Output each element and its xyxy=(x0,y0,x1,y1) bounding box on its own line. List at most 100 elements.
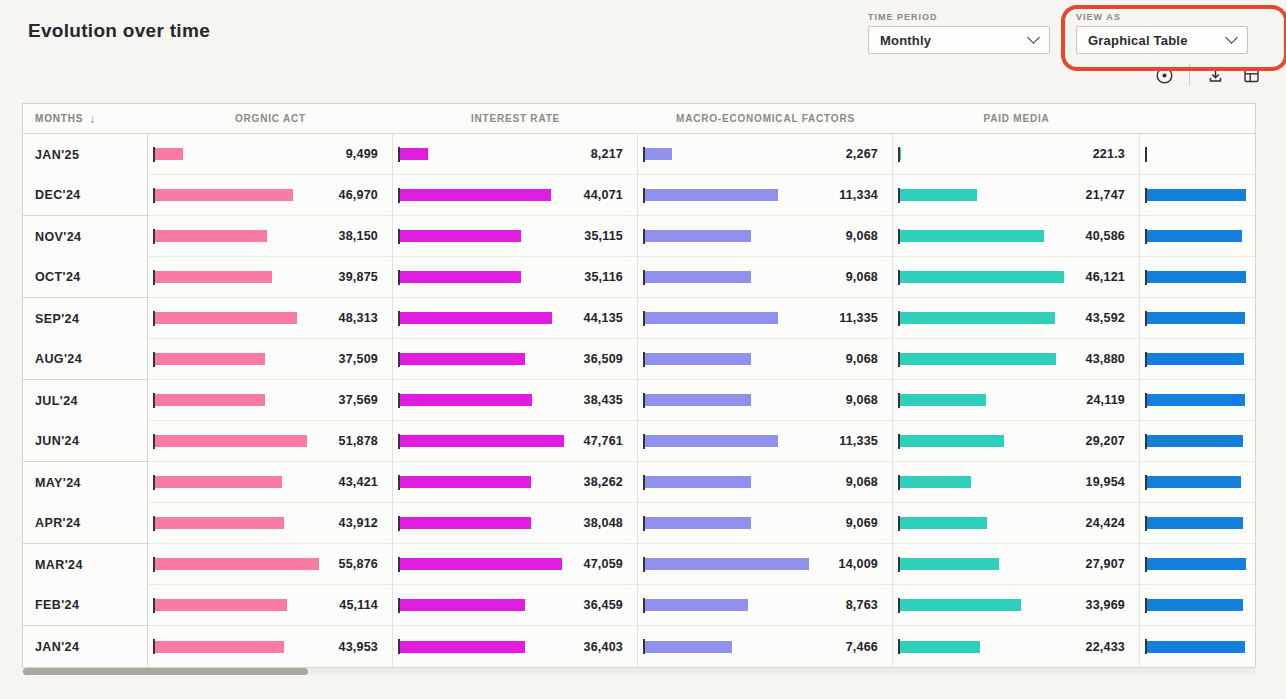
bar-cell: 22,433 xyxy=(893,626,1140,667)
focus-dot-icon[interactable] xyxy=(1153,64,1175,86)
bar[interactable] xyxy=(645,435,778,447)
horizontal-scrollbar-track[interactable] xyxy=(22,668,1256,675)
bar[interactable] xyxy=(645,189,778,201)
view-as-dropdown[interactable]: Graphical Table xyxy=(1076,26,1248,54)
bar[interactable] xyxy=(645,230,751,242)
bar-cell: 9,499 xyxy=(148,134,393,175)
bar-cell-clipped xyxy=(1140,175,1255,216)
bar-cell: 43,592 xyxy=(893,298,1140,339)
column-header-macro-economical-factors[interactable]: MACRO-ECONOMICAL FACTORS xyxy=(638,104,893,133)
bar[interactable] xyxy=(645,148,672,160)
bar[interactable] xyxy=(900,558,999,570)
bar[interactable] xyxy=(400,230,521,242)
bar[interactable] xyxy=(400,558,562,570)
bar-cell: 29,207 xyxy=(893,421,1140,462)
column-header-clipped xyxy=(1140,104,1255,133)
bar[interactable] xyxy=(645,394,751,406)
column-header-interest-rate[interactable]: INTEREST RATE xyxy=(393,104,638,133)
bar[interactable] xyxy=(900,394,986,406)
bar[interactable] xyxy=(155,189,293,201)
bar-cell-clipped xyxy=(1140,585,1255,626)
bar[interactable] xyxy=(155,394,265,406)
bar[interactable] xyxy=(645,353,751,365)
bar[interactable] xyxy=(900,353,1056,365)
bar[interactable] xyxy=(155,353,265,365)
bar[interactable] xyxy=(155,476,282,488)
bar[interactable] xyxy=(900,641,980,653)
bar[interactable] xyxy=(400,641,525,653)
bar-clip-area xyxy=(1147,476,1249,488)
time-period-dropdown[interactable]: Monthly xyxy=(868,26,1050,54)
bar-cell: 43,880 xyxy=(893,339,1140,380)
bar[interactable] xyxy=(1147,435,1243,447)
bar[interactable] xyxy=(155,599,287,611)
bar[interactable] xyxy=(1147,599,1243,611)
bar[interactable] xyxy=(155,312,297,324)
download-icon[interactable] xyxy=(1204,64,1226,86)
column-header-orgnic-act[interactable]: ORGNIC ACT xyxy=(148,104,393,133)
bar[interactable] xyxy=(900,312,1055,324)
bar[interactable] xyxy=(400,189,551,201)
bar[interactable] xyxy=(645,599,748,611)
bar[interactable] xyxy=(900,148,901,160)
value-label: 9,069 xyxy=(846,516,878,530)
bar[interactable] xyxy=(155,517,284,529)
bar[interactable] xyxy=(1147,476,1241,488)
bar[interactable] xyxy=(1147,394,1245,406)
bar[interactable] xyxy=(900,476,971,488)
bar[interactable] xyxy=(900,599,1021,611)
bar[interactable] xyxy=(1147,271,1246,283)
bar[interactable] xyxy=(1147,641,1245,653)
bar[interactable] xyxy=(400,312,552,324)
bar[interactable] xyxy=(400,394,532,406)
bar[interactable] xyxy=(900,435,1004,447)
table-row: JUN'2451,87847,76111,33529,207 xyxy=(23,421,1255,462)
bar-cell: 33,969 xyxy=(893,585,1140,626)
value-label: 38,150 xyxy=(339,229,378,243)
bar[interactable] xyxy=(155,230,267,242)
bar[interactable] xyxy=(645,312,778,324)
bar[interactable] xyxy=(400,435,564,447)
table-view-icon[interactable] xyxy=(1240,64,1262,86)
bar[interactable] xyxy=(900,271,1064,283)
bar[interactable] xyxy=(155,558,319,570)
bar[interactable] xyxy=(645,476,751,488)
table-row: JUL'2437,56938,4359,06824,119 xyxy=(23,380,1255,421)
bar[interactable] xyxy=(400,148,428,160)
bar[interactable] xyxy=(1147,312,1245,324)
bar[interactable] xyxy=(400,271,521,283)
horizontal-scrollbar-thumb[interactable] xyxy=(23,668,308,675)
bar[interactable] xyxy=(155,148,183,160)
value-label: 43,421 xyxy=(339,475,378,489)
bar[interactable] xyxy=(400,517,531,529)
bar[interactable] xyxy=(1147,230,1242,242)
bar[interactable] xyxy=(645,558,809,570)
bar[interactable] xyxy=(400,476,531,488)
bar[interactable] xyxy=(900,517,987,529)
bar[interactable] xyxy=(900,189,977,201)
bar[interactable] xyxy=(1147,517,1243,529)
bar-cell: 7,466 xyxy=(638,626,893,667)
column-header-paid-media[interactable]: PAID MEDIA xyxy=(893,104,1140,133)
bar[interactable] xyxy=(1147,189,1246,201)
bar[interactable] xyxy=(155,641,284,653)
bar[interactable] xyxy=(400,599,525,611)
month-cell: MAY'24 xyxy=(23,462,148,503)
bar-cell: 38,150 xyxy=(148,216,393,257)
bar[interactable] xyxy=(1147,558,1246,570)
bar[interactable] xyxy=(645,641,732,653)
bar-cell: 24,424 xyxy=(893,503,1140,544)
bar[interactable] xyxy=(400,353,525,365)
column-header-months[interactable]: MONTHS ↓ xyxy=(23,104,148,133)
bar[interactable] xyxy=(1147,353,1244,365)
bar-cell: 55,876 xyxy=(148,544,393,585)
bar-cell: 38,048 xyxy=(393,503,638,544)
chevron-down-icon xyxy=(1225,31,1238,44)
bar-cell-clipped xyxy=(1140,339,1255,380)
bar-cell: 24,119 xyxy=(893,380,1140,421)
bar[interactable] xyxy=(645,517,751,529)
bar[interactable] xyxy=(155,271,272,283)
bar[interactable] xyxy=(155,435,307,447)
bar[interactable] xyxy=(900,230,1044,242)
bar[interactable] xyxy=(645,271,751,283)
